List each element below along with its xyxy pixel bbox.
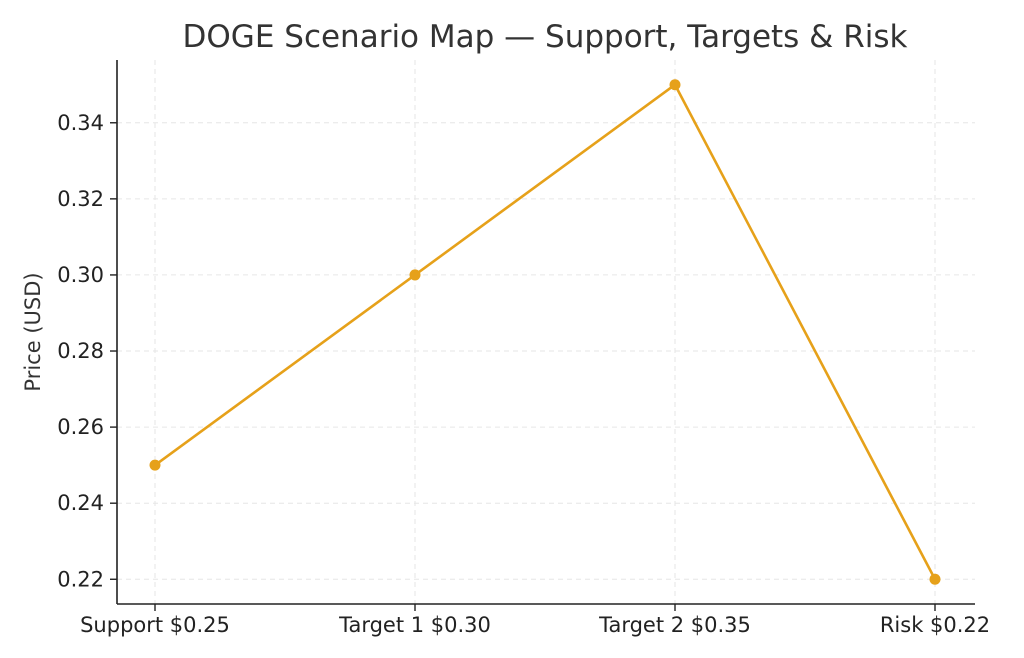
data-point	[929, 573, 941, 585]
x-tick-label: Target 2 $0.35	[598, 613, 751, 637]
y-tick-label: 0.24	[57, 491, 104, 515]
grid-layer	[117, 60, 975, 604]
series-line	[154, 83, 937, 580]
x-tick-label: Support $0.25	[80, 613, 230, 637]
y-axis-label: Price (USD)	[21, 272, 45, 391]
series-layer	[149, 79, 941, 585]
data-point	[409, 269, 421, 281]
y-tick-label: 0.32	[57, 187, 104, 211]
y-tick-label: 0.22	[57, 567, 104, 591]
y-tick-label: 0.28	[57, 339, 104, 363]
chart-title: DOGE Scenario Map — Support, Targets & R…	[183, 19, 908, 55]
data-point	[149, 459, 161, 471]
x-ticks: Support $0.25 Target 1 $0.30 Target 2 $0.3…	[80, 604, 990, 637]
y-tick-label: 0.30	[57, 263, 104, 287]
data-point	[669, 79, 681, 91]
axis-layer	[116, 60, 975, 605]
y-tick-label: 0.34	[57, 111, 104, 135]
x-tick-label: Risk $0.22	[880, 613, 990, 637]
y-tick-label: 0.26	[57, 415, 104, 439]
y-ticks: 0.22 0.24 0.26 0.28 0.30 0.32 0.34	[57, 111, 117, 591]
x-tick-label: Target 1 $0.30	[338, 613, 491, 637]
